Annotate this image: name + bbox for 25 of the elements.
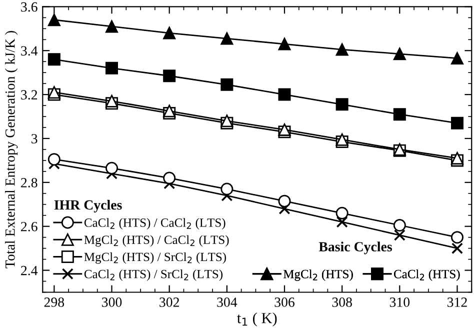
x-tick-label: 308 [332, 298, 352, 307]
x-tick-label: 302 [160, 298, 179, 307]
y-tick-label: 2.6 [21, 222, 38, 232]
legend-label: CaCl$_{2}$ (HTS) [394, 270, 460, 281]
y-tick-label: 3 [32, 134, 38, 144]
annotation: Basic Cycles [318, 242, 392, 254]
legend-label: CaCl$_{2}$ (HTS) / SrCl$_{2}$ (LTS) [84, 270, 222, 281]
y-axis-title: Total External Entropy Generation ( kJ/K ) [5, 31, 18, 268]
y-tick-label: 3.6 [21, 2, 38, 12]
legend-title: IHR Cycles [54, 200, 122, 212]
legend-label: MgCl$_{2}$ (HTS) [283, 270, 353, 281]
x-tick-label: 310 [390, 298, 410, 307]
y-tick-label: 3.4 [21, 46, 38, 56]
legend-label: MgCl$_{2}$ (HTS) / SrCl$_{2}$ (LTS) [84, 252, 226, 264]
x-tick-label: 300 [102, 298, 122, 307]
x-tick-label: 306 [274, 298, 294, 307]
legend-label: CaCl$_{2}$ (HTS) / CaCl$_{2}$ (LTS) [84, 218, 226, 230]
legend-label: MgCl$_{2}$ (HTS) / CaCl$_{2}$ (LTS) [84, 235, 229, 247]
x-tick-label: 298 [44, 298, 64, 307]
y-tick-label: 2.4 [21, 266, 38, 276]
x-axis-title: t$_{1}$ ( K) [237, 312, 277, 326]
x-tick-label: 304 [217, 298, 238, 307]
y-tick-label: 2.8 [21, 178, 38, 188]
x-tick-label: 312 [447, 298, 467, 307]
y-tick-label: 3.2 [21, 90, 38, 100]
